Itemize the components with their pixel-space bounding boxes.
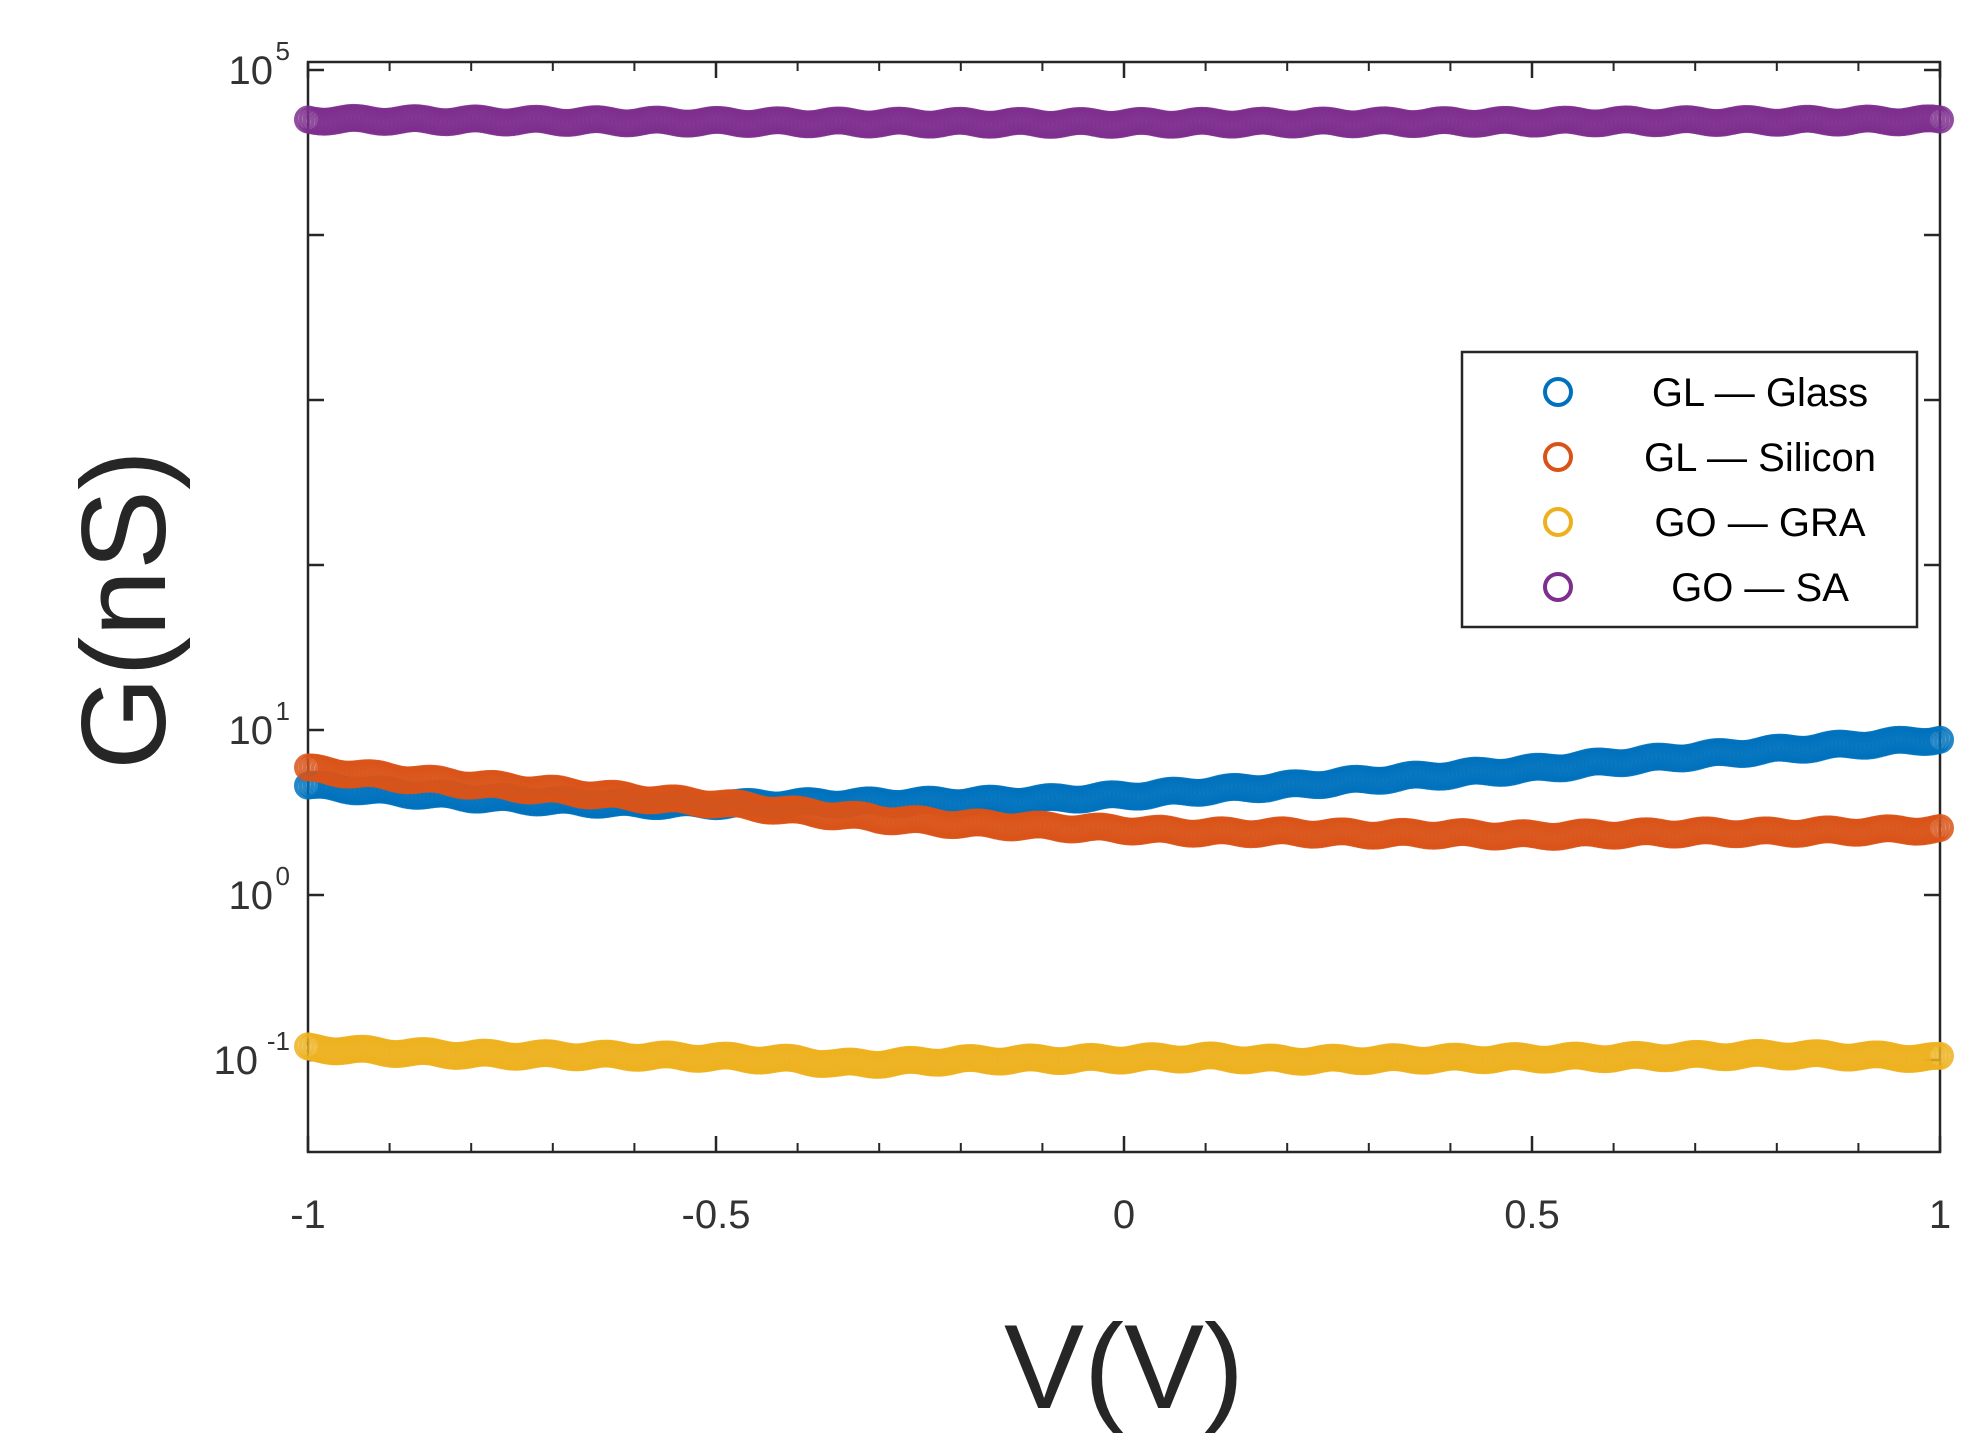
x-tick-label: -1 — [290, 1193, 326, 1237]
data-point — [1926, 814, 1954, 843]
legend-label: GO — SA — [1671, 566, 1849, 610]
legend-label: GL — Silicon — [1644, 436, 1876, 480]
y-tick-exponent: 0 — [276, 861, 290, 891]
x-tick-label: 0.5 — [1504, 1193, 1560, 1237]
data-point — [1926, 105, 1954, 134]
y-tick-base: 10 — [214, 1039, 259, 1083]
tick-marks — [306, 62, 1942, 1152]
series-2 — [294, 753, 1954, 851]
legend-marker — [1543, 572, 1573, 602]
y-tick-base: 10 — [229, 874, 274, 918]
data-point — [1926, 725, 1954, 754]
legend-marker — [1543, 442, 1573, 472]
x-tick-label: -0.5 — [682, 1193, 751, 1237]
x-tick-label: 0 — [1113, 1193, 1135, 1237]
series-4 — [294, 103, 1954, 139]
y-tick-base: 10 — [229, 49, 274, 93]
y-tick-base: 10 — [229, 709, 274, 753]
legend-marker — [1543, 377, 1573, 407]
data-point — [1926, 1041, 1954, 1070]
series-3 — [294, 1032, 1954, 1079]
legend-items: GL — Glass GL — Silicon GO — GRA GO — SA — [1543, 371, 1876, 610]
series-layer — [294, 103, 1954, 1079]
legend: GL — Glass GL — Silicon GO — GRA GO — SA — [1460, 350, 1919, 629]
legend-marker — [1543, 507, 1573, 537]
legend-box — [1460, 350, 1919, 629]
legend-label: GO — GRA — [1654, 501, 1865, 545]
y-tick-exponent: 1 — [276, 696, 290, 726]
x-axis-title: V(V) — [1004, 1300, 1244, 1434]
y-tick-exponent: 5 — [276, 36, 290, 66]
x-tick-label: 1 — [1929, 1193, 1951, 1237]
legend-label: GL — Glass — [1652, 371, 1868, 415]
y-axis-title: G(nS) — [57, 450, 191, 770]
y-tick-exponent: -1 — [267, 1026, 290, 1056]
